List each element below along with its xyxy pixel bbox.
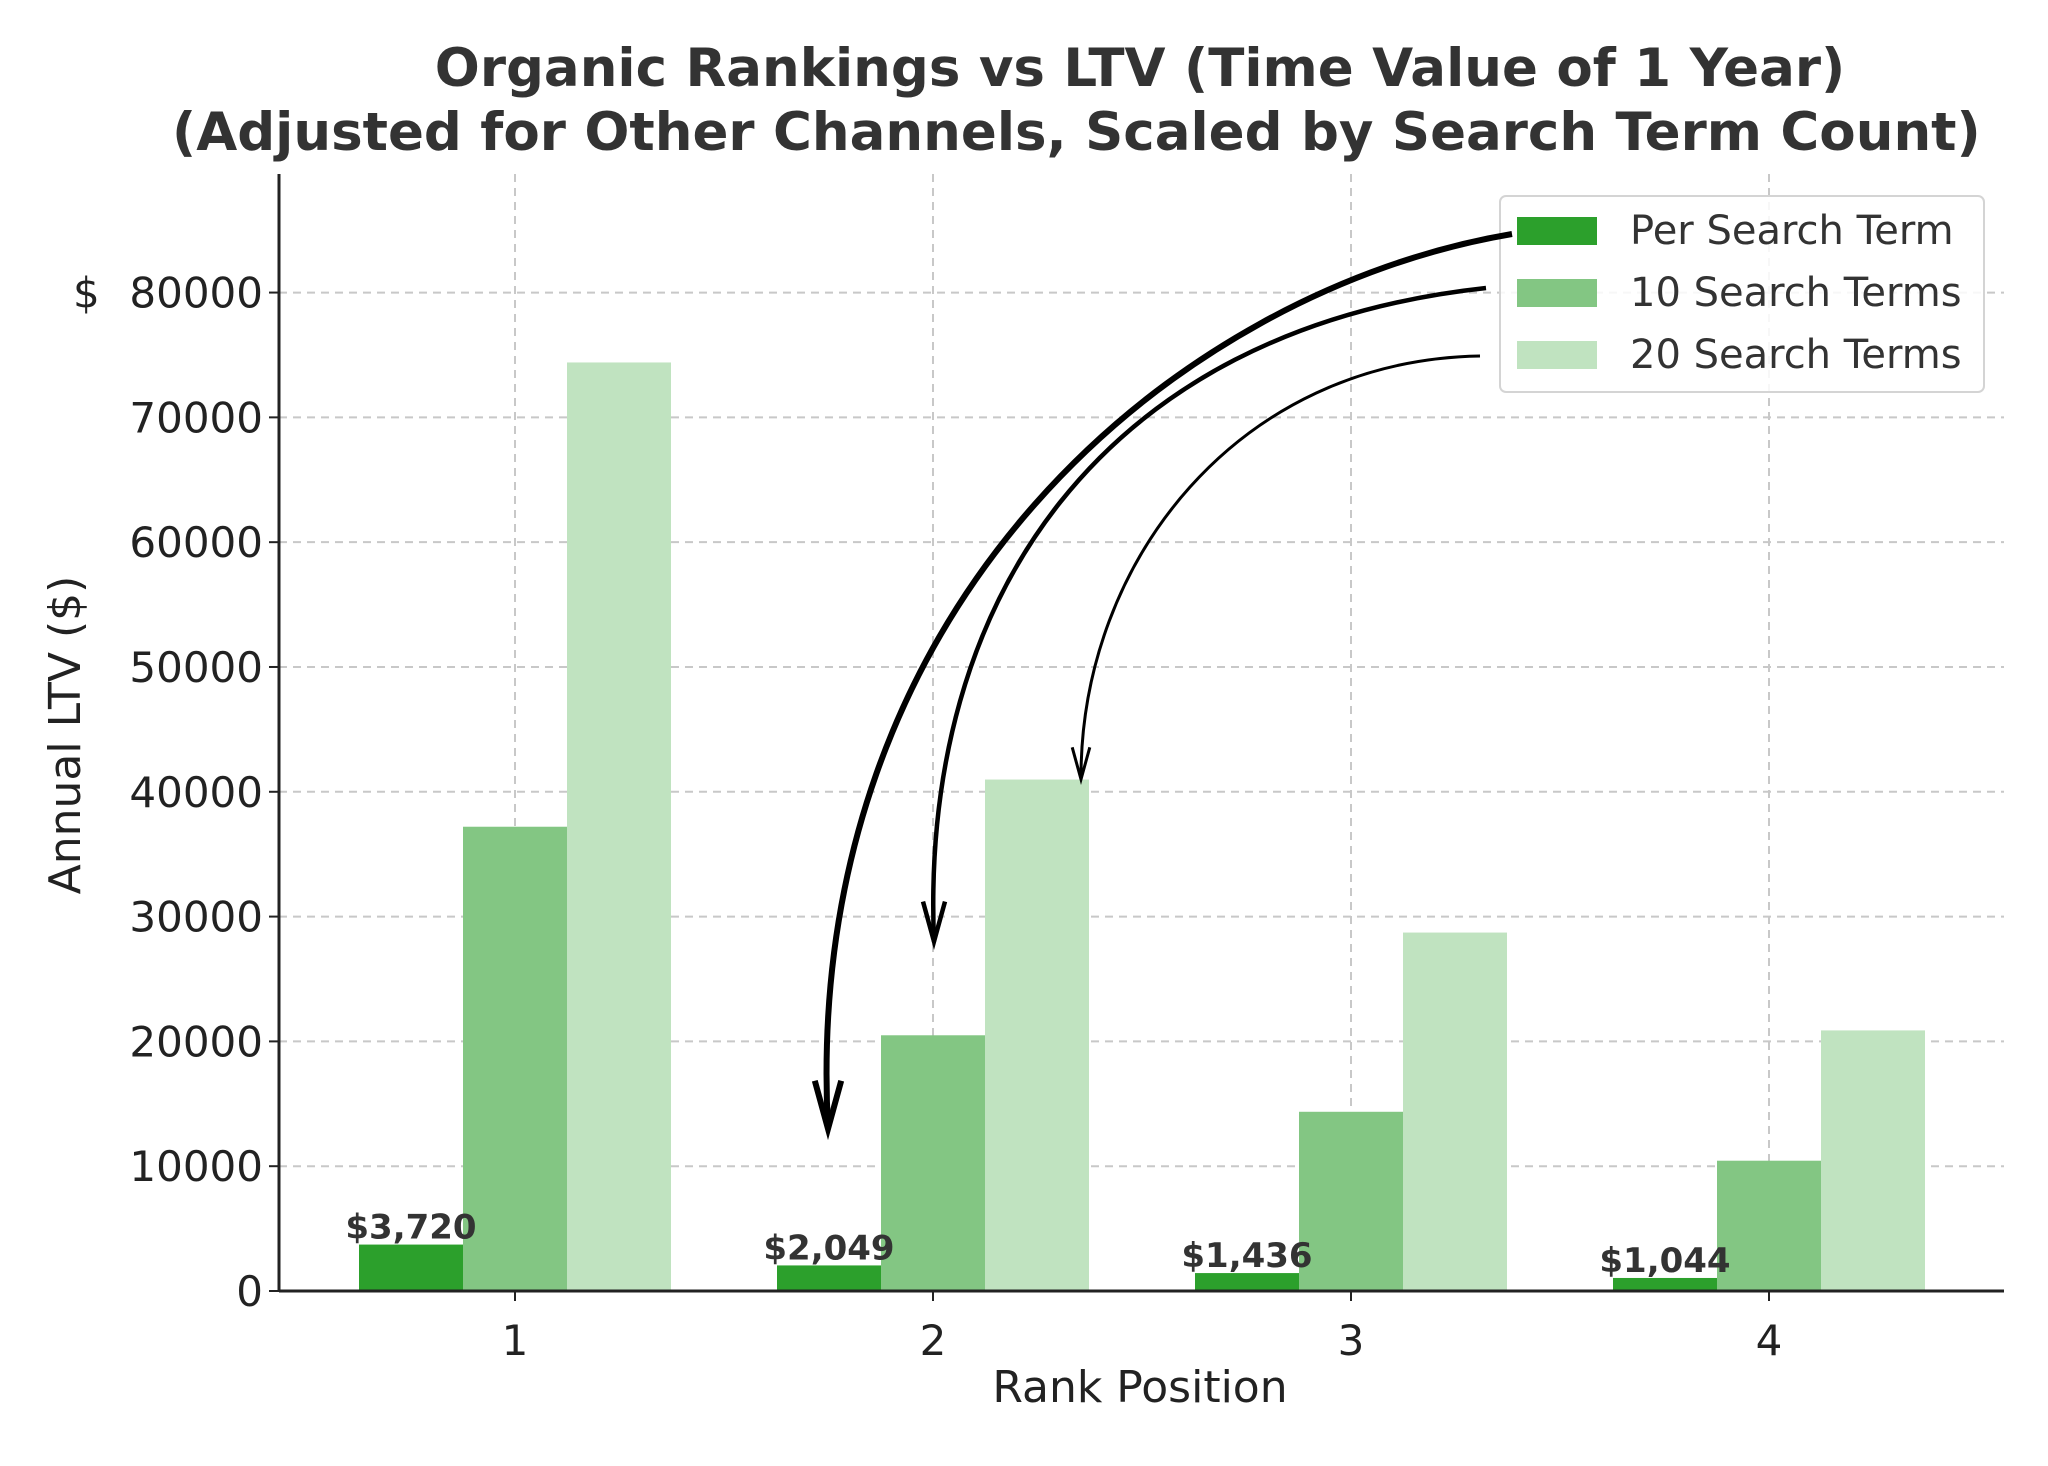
legend-label-2: 20 Search Terms: [1630, 332, 1962, 378]
legend: Per Search Term 10 Search Terms 20 Search …: [1499, 195, 1985, 393]
y-axis-label: Annual LTV ($): [40, 576, 91, 895]
legend-label-1: 10 Search Terms: [1630, 270, 1962, 316]
annotation-arrowhead-1: [920, 900, 948, 951]
annotation-arrow-0: [823, 231, 1513, 1129]
annotation-arrow-1: [931, 285, 1487, 942]
chart-title: Organic Rankings vs LTV (Time Value of 1…: [435, 38, 1845, 99]
x-tick-label-0: 1: [502, 1316, 529, 1365]
bar-20-search-terms-rank-3: [1403, 932, 1507, 1291]
bar-20-search-terms-rank-4: [1821, 1030, 1925, 1291]
x-tick-label-3: 4: [1756, 1316, 1783, 1365]
y-tick-label-6: 60000: [129, 518, 263, 567]
y-tick-prefix: $: [73, 269, 100, 318]
bar-10-search-terms-rank-2: [881, 1035, 985, 1291]
bars: [359, 362, 1925, 1292]
bar-per-search-term-rank-3: [1195, 1273, 1299, 1291]
annotation-arrows: [811, 231, 1513, 1141]
ticks: 0 10000 20000 30000 40000 50000 60000 70000 8000…: [73, 269, 1782, 1365]
legend-box: [1499, 195, 1985, 393]
y-tick-label-5: 50000: [129, 643, 263, 692]
bar-per-search-term-rank-4: [1613, 1277, 1717, 1291]
y-tick-label-7: 70000: [129, 393, 263, 442]
legend-swatch-2: [1517, 341, 1597, 369]
y-tick-label-0: 0: [236, 1267, 263, 1316]
data-label-rank-2: $2,049: [763, 1228, 894, 1268]
data-label-rank-4: $1,044: [1599, 1241, 1730, 1281]
legend-swatch-0: [1517, 217, 1597, 245]
x-axis-label: Rank Position: [992, 1362, 1287, 1413]
bar-10-search-terms-rank-3: [1299, 1111, 1403, 1291]
annotation-arrow-2: [1079, 354, 1481, 780]
bar-10-search-terms-rank-1: [463, 826, 567, 1291]
bar-20-search-terms-rank-1: [567, 362, 671, 1292]
chart-subtitle: (Adjusted for Other Channels, Scaled by …: [172, 102, 1981, 163]
annotation-arrowhead-0: [811, 1079, 845, 1141]
data-label-rank-1: $3,720: [345, 1208, 476, 1248]
y-tick-label-2: 20000: [129, 1017, 263, 1066]
y-tick-label-4: 40000: [129, 768, 263, 817]
axes: [277, 174, 2004, 1293]
bar-20-search-terms-rank-2: [985, 779, 1089, 1291]
data-labels: $3,720 $2,049 $1,436 $1,044: [345, 1208, 1730, 1281]
y-tick-label-3: 30000: [129, 893, 263, 942]
bar-per-search-term-rank-2: [777, 1265, 881, 1291]
annotation-arrowhead-2: [1070, 746, 1092, 785]
bar-per-search-term-rank-1: [359, 1244, 463, 1291]
legend-swatch-1: [1517, 279, 1597, 307]
data-label-rank-3: $1,436: [1181, 1236, 1312, 1276]
y-tick-label-8: 80000: [129, 269, 263, 318]
legend-label-0: Per Search Term: [1630, 208, 1954, 254]
x-tick-label-1: 2: [920, 1316, 947, 1365]
y-tick-label-1: 10000: [129, 1142, 263, 1191]
x-tick-label-2: 3: [1338, 1316, 1365, 1365]
bar-10-search-terms-rank-4: [1717, 1160, 1821, 1291]
